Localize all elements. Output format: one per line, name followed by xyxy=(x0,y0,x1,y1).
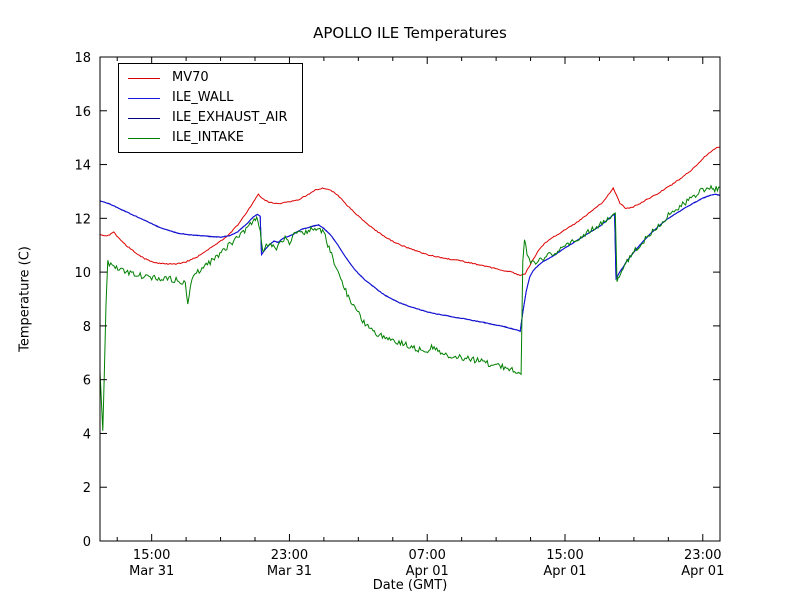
series-group xyxy=(100,146,720,431)
legend-entry-ile_exhaust_air: ILE_EXHAUST_AIR xyxy=(128,110,288,126)
y-tick-label: 14 xyxy=(74,159,91,174)
x-tick-label-date: Apr 01 xyxy=(543,564,586,579)
legend-entry-ile_wall: ILE_WALL xyxy=(128,90,288,106)
legend-label: ILE_EXHAUST_AIR xyxy=(172,110,288,125)
axes-frame xyxy=(99,56,721,542)
y-tick-label: 16 xyxy=(74,105,91,120)
legend-line-sample xyxy=(128,137,160,139)
series-line-ile_wall xyxy=(100,193,720,333)
y-tick-label: 12 xyxy=(74,212,91,227)
x-tick-label-time: 23:00 xyxy=(684,548,721,563)
legend-entry-ile_intake: ILE_INTAKE xyxy=(128,130,288,146)
x-axis-label: Date (GMT) xyxy=(372,578,448,593)
x-tick-label-date: Mar 31 xyxy=(267,564,312,579)
x-tick-label-time: 15:00 xyxy=(546,548,583,563)
x-tick-label-time: 07:00 xyxy=(408,548,445,563)
y-tick-label: 0 xyxy=(83,535,91,550)
y-tick-label: 10 xyxy=(74,266,91,281)
series-line-mv70 xyxy=(100,146,720,277)
legend-line-sample xyxy=(128,77,160,79)
y-tick-label: 8 xyxy=(83,320,91,335)
series-line-ile_intake xyxy=(100,184,720,431)
x-tick-label-time: 23:00 xyxy=(271,548,308,563)
legend-entry-mv70: MV70 xyxy=(128,70,288,86)
legend-label: ILE_WALL xyxy=(172,90,234,105)
x-tick-label-date: Mar 31 xyxy=(129,564,174,579)
y-tick-label: 2 xyxy=(83,481,91,496)
chart-title: APOLLO ILE Temperatures xyxy=(313,24,507,42)
y-axis-label: Temperature (C) xyxy=(17,246,33,352)
series-line-ile_exhaust_air xyxy=(100,193,720,332)
y-tick-label: 6 xyxy=(83,374,91,389)
x-tick-label-date: Apr 01 xyxy=(406,564,449,579)
y-tick-label: 4 xyxy=(83,427,91,442)
legend-line-sample xyxy=(128,97,160,99)
legend-label: MV70 xyxy=(172,70,209,85)
y-tick-label: 18 xyxy=(74,51,91,66)
legend-line-sample xyxy=(128,117,160,119)
x-tick-label-time: 15:00 xyxy=(133,548,170,563)
x-tick-label-date: Apr 01 xyxy=(681,564,724,579)
legend: MV70 ILE_WALL ILE_EXHAUST_AIR ILE_INTAKE xyxy=(118,63,303,153)
legend-label: ILE_INTAKE xyxy=(172,130,244,145)
